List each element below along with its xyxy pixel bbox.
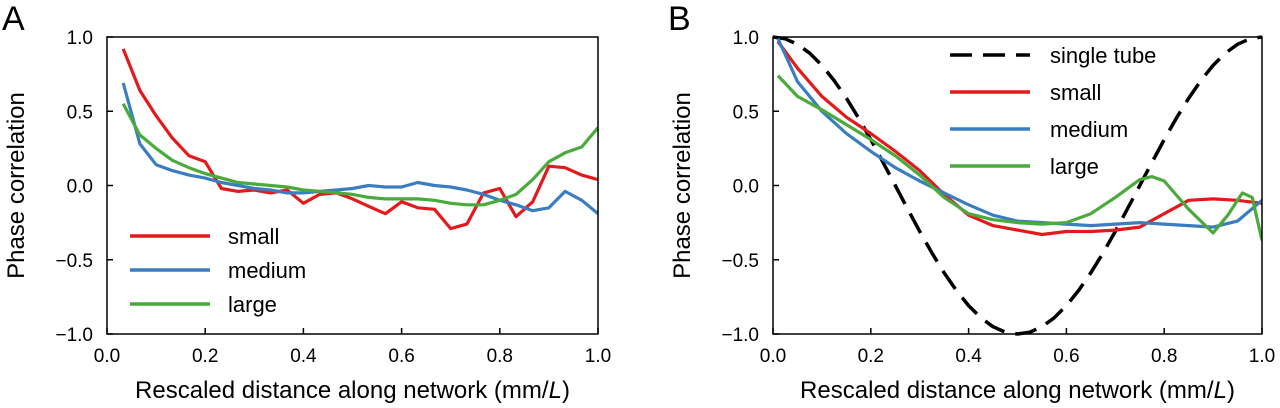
panel-b-letter: B xyxy=(668,0,691,38)
panel-b-x-axis-label-main: Rescaled distance along network (mm/ xyxy=(800,377,1214,404)
panel-a-x-tick-label: 0.6 xyxy=(388,346,414,367)
panel-b-y-tick-label: 1.0 xyxy=(733,28,759,49)
panel-a-y-tick-label: 1.0 xyxy=(67,28,93,49)
panel-a-series-medium xyxy=(121,82,598,215)
panel-a-series-small xyxy=(121,48,598,231)
panel-a-x-tick-label: 0.2 xyxy=(192,346,218,367)
panel-b-y-tick-label: −1.0 xyxy=(721,325,759,346)
panel-b-legend-label-small: small xyxy=(1050,80,1101,105)
panel-a-legend-label-small: small xyxy=(228,224,279,249)
panel-a-x-tick-label: 1.0 xyxy=(585,346,611,367)
panel-b-legend-label-medium: medium xyxy=(1050,117,1128,142)
panel-b-y-tick-label: 0.5 xyxy=(733,102,759,123)
panel-a-x-axis-label-main: Rescaled distance along network (mm/ xyxy=(135,377,549,404)
panel-a-x-axis-label: Rescaled distance along network (mm/L) xyxy=(135,377,570,404)
panel-b-axes-frame xyxy=(772,36,1263,335)
panel-a-letter: A xyxy=(2,0,25,38)
panel-b-series-single-tube xyxy=(773,35,1262,336)
panel-b-x-axis-label-italic: L xyxy=(1214,377,1227,404)
panel-b-x-tick-label: 1.0 xyxy=(1249,346,1275,367)
panel-b-legend-label-large: large xyxy=(1050,154,1099,179)
panel-b-x-axis-label-end: ) xyxy=(1227,377,1235,404)
panel-b-y-tick-label: −0.5 xyxy=(721,251,759,272)
panel-b-x-tick-label: 0.2 xyxy=(858,346,884,367)
panel-b-x-tick-label: 0.0 xyxy=(760,346,786,367)
panel-a-series-large xyxy=(121,103,598,207)
panel-a-y-tick-label: 0.0 xyxy=(67,177,93,198)
panel-a-x-axis-label-italic: L xyxy=(549,377,562,404)
panel-b-y-axis-label: Phase correlation xyxy=(669,92,696,279)
panel-a-x-tick-label: 0.4 xyxy=(290,346,317,367)
panel-a-y-tick-label: −1.0 xyxy=(55,325,93,346)
panel-a-x-axis-label-end: ) xyxy=(562,377,570,404)
panel-b-x-tick-label: 0.4 xyxy=(955,346,982,367)
panel-a-x-tick-label: 0.0 xyxy=(94,346,120,367)
panel-a-x-tick-label: 0.8 xyxy=(487,346,513,367)
panel-a-legend-label-medium: medium xyxy=(228,258,306,283)
panel-b-x-tick-label: 0.8 xyxy=(1151,346,1177,367)
panel-b-y-tick-label: 0.0 xyxy=(733,177,759,198)
panel-a-y-tick-label: −0.5 xyxy=(55,251,93,272)
panel-a-legend-label-large: large xyxy=(228,292,277,317)
panel-b-x-tick-label: 0.6 xyxy=(1053,346,1079,367)
panel-b-legend-label-single-tube: single tube xyxy=(1050,43,1156,68)
panel-b-series-large xyxy=(776,74,1262,241)
panel-b-series-small xyxy=(776,40,1262,237)
panel-b-x-axis-label: Rescaled distance along network (mm/L) xyxy=(800,377,1235,404)
panel-a-y-axis-label: Phase correlation xyxy=(3,92,30,279)
panel-a-y-tick-label: 0.5 xyxy=(67,102,93,123)
